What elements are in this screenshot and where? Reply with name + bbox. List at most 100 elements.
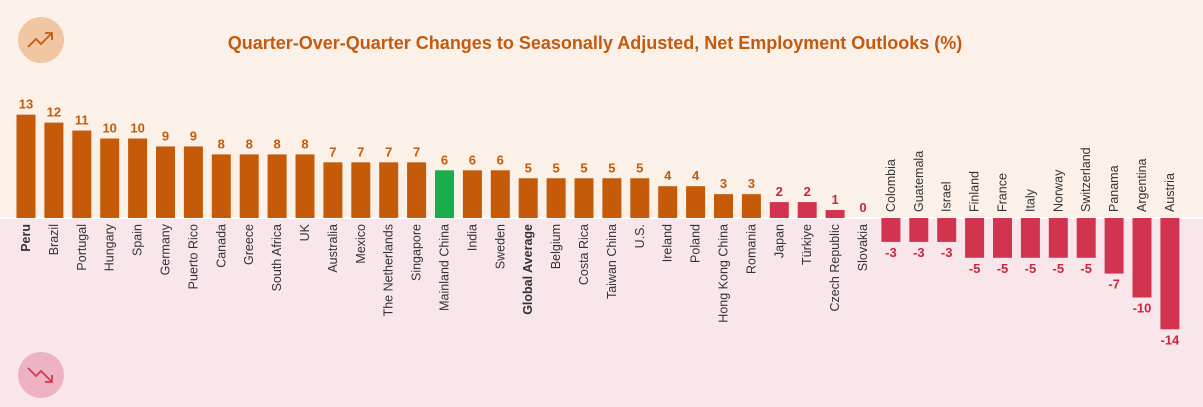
bar-global-average <box>518 178 538 219</box>
bar-norway <box>1048 218 1068 258</box>
category-label: Czech Republic <box>828 224 842 312</box>
bar-czech-republic <box>825 210 845 219</box>
bar-austria <box>1160 218 1180 330</box>
bar-finland <box>965 218 985 258</box>
bar-italy <box>1020 218 1040 258</box>
bar-switzerland <box>1076 218 1096 258</box>
value-label: 7 <box>413 144 420 159</box>
category-label: Japan <box>772 224 786 258</box>
value-label: 8 <box>301 136 308 151</box>
value-label: 6 <box>497 152 504 167</box>
value-label: 7 <box>357 144 364 159</box>
bar-ireland <box>658 186 678 218</box>
category-label: Austria <box>1163 173 1177 212</box>
bar-costa-rica <box>574 178 594 219</box>
trend-up-icon <box>18 17 64 63</box>
trend-down-icon <box>18 352 64 398</box>
category-label: Hungary <box>103 223 117 271</box>
value-label: 9 <box>190 128 197 143</box>
value-label: 8 <box>273 136 280 151</box>
bar-brazil <box>44 122 64 218</box>
value-label: 10 <box>102 121 116 136</box>
category-label: Türkiye <box>800 224 814 265</box>
bar-sweden <box>490 170 510 218</box>
value-label: 5 <box>636 160 643 175</box>
bar-singapore <box>407 162 427 218</box>
value-label: -5 <box>1080 261 1092 276</box>
bar-hungary <box>100 138 120 218</box>
category-label: Brazil <box>47 224 61 255</box>
value-label: -3 <box>913 245 925 260</box>
category-label: Taiwan China <box>605 224 619 299</box>
value-label: -7 <box>1108 277 1120 292</box>
category-label: Sweden <box>493 224 507 269</box>
value-label: 5 <box>608 160 615 175</box>
value-label: 4 <box>664 168 672 183</box>
bar-uk <box>295 154 315 218</box>
value-label: 3 <box>748 176 755 191</box>
bar-greece <box>239 154 259 218</box>
bar-israel <box>937 218 957 242</box>
category-label: South Africa <box>270 224 284 291</box>
category-label: Portugal <box>75 224 89 271</box>
value-label: 5 <box>580 160 587 175</box>
value-label: -10 <box>1133 301 1152 316</box>
category-label: Germany <box>159 223 173 275</box>
value-label: -14 <box>1161 332 1181 347</box>
value-label: 2 <box>804 184 811 199</box>
value-label: 6 <box>441 152 448 167</box>
category-label: Romania <box>744 224 758 274</box>
value-label: -5 <box>1025 261 1037 276</box>
bar-mexico <box>351 162 371 218</box>
category-label: Singapore <box>410 224 424 281</box>
category-label: Belgium <box>549 224 563 269</box>
category-label: The Netherlands <box>382 224 396 316</box>
value-label: 0 <box>859 200 866 215</box>
value-label: -5 <box>1053 261 1065 276</box>
bar-peru <box>16 114 36 219</box>
bar-india <box>462 170 482 218</box>
bar-guatemala <box>909 218 929 242</box>
category-label: France <box>996 173 1010 212</box>
category-label: Ireland <box>661 224 675 262</box>
bar-panama <box>1104 218 1124 274</box>
category-label: Canada <box>214 224 228 268</box>
bar-hong-kong-china <box>714 194 733 219</box>
value-label: 5 <box>552 160 559 175</box>
category-label: Israel <box>940 181 954 212</box>
category-label: Spain <box>131 224 145 256</box>
category-label: Peru <box>19 224 33 252</box>
category-label: Puerto Rico <box>186 224 200 289</box>
bar-argentina <box>1132 218 1152 298</box>
value-label: 12 <box>47 105 61 120</box>
category-label: Guatemala <box>912 151 926 212</box>
bar-puerto-rico <box>183 146 203 218</box>
value-label: 1 <box>831 192 838 207</box>
value-label: 2 <box>776 184 783 199</box>
bar-the-netherlands <box>379 162 399 218</box>
category-label: Norway <box>1051 169 1065 212</box>
category-label: Switzerland <box>1079 147 1093 212</box>
bar-taiwan-china <box>602 178 622 219</box>
category-label: Global Average <box>521 224 535 315</box>
chart-title: Quarter-Over-Quarter Changes to Seasonal… <box>227 33 963 53</box>
category-label: Slovakia <box>856 224 870 271</box>
value-label: -3 <box>941 245 953 260</box>
category-label: Hong Kong China <box>717 224 731 323</box>
value-label: 10 <box>130 121 144 136</box>
category-label: Italy <box>1023 188 1037 212</box>
category-label: U.S. <box>633 224 647 248</box>
value-label: 8 <box>218 136 225 151</box>
bar-japan <box>769 202 789 218</box>
category-label: Argentina <box>1135 158 1149 212</box>
bar-south-africa <box>267 154 287 218</box>
category-label: Mexico <box>354 224 368 264</box>
category-label: Greece <box>242 224 256 265</box>
bar-colombia <box>881 218 901 242</box>
category-label: Mainland China <box>438 224 452 311</box>
category-label: India <box>465 224 479 251</box>
bar-australia <box>323 162 343 218</box>
value-label: 7 <box>329 144 336 159</box>
